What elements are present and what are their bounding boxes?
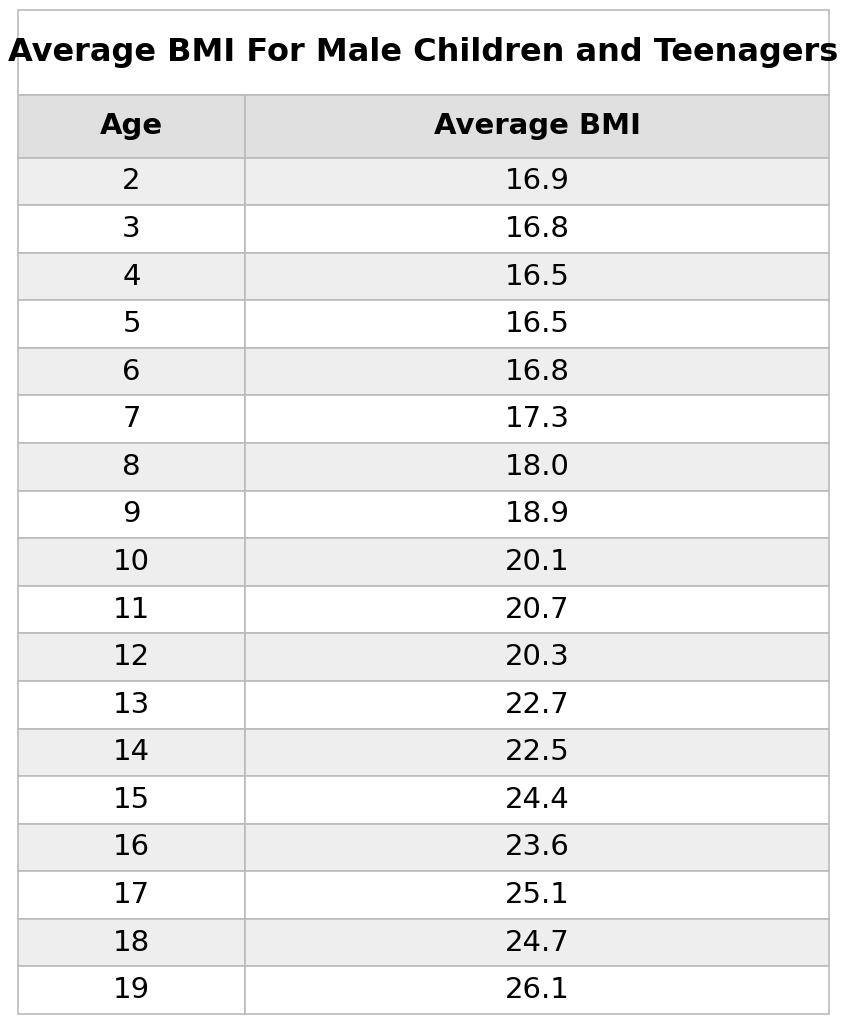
Bar — [18, 158, 245, 205]
Bar — [18, 967, 245, 1014]
Text: 22.7: 22.7 — [505, 691, 569, 719]
Text: 20.3: 20.3 — [505, 643, 569, 671]
Bar — [245, 490, 829, 539]
Text: 19: 19 — [113, 976, 150, 1005]
Bar — [245, 681, 829, 728]
Bar — [245, 253, 829, 300]
Bar — [18, 205, 245, 253]
Text: 16.5: 16.5 — [505, 262, 569, 291]
Text: 15: 15 — [113, 785, 150, 814]
Text: 17: 17 — [113, 881, 150, 909]
Text: 16: 16 — [113, 834, 150, 861]
Text: 11: 11 — [113, 596, 150, 624]
Text: 25.1: 25.1 — [505, 881, 569, 909]
Bar — [18, 348, 245, 395]
Bar — [18, 728, 245, 776]
Text: 18: 18 — [113, 929, 150, 956]
Bar — [245, 539, 829, 586]
Bar — [18, 919, 245, 967]
Text: Average BMI For Male Children and Teenagers: Average BMI For Male Children and Teenag… — [8, 37, 839, 69]
Bar — [18, 95, 245, 158]
Text: 7: 7 — [122, 406, 141, 433]
Text: 3: 3 — [122, 215, 141, 243]
Bar — [245, 395, 829, 443]
Text: 10: 10 — [113, 548, 150, 577]
Text: 5: 5 — [122, 310, 141, 338]
Bar — [245, 871, 829, 919]
Bar — [18, 539, 245, 586]
Bar — [18, 871, 245, 919]
Text: 16.5: 16.5 — [505, 310, 569, 338]
Text: 13: 13 — [113, 691, 150, 719]
Text: Average BMI: Average BMI — [434, 113, 640, 140]
Bar — [245, 586, 829, 634]
Bar — [245, 300, 829, 348]
Bar — [18, 634, 245, 681]
Text: 18.0: 18.0 — [505, 453, 569, 481]
Bar — [18, 586, 245, 634]
Text: 22.5: 22.5 — [505, 738, 569, 766]
Bar — [18, 776, 245, 823]
Text: 24.7: 24.7 — [505, 929, 569, 956]
Bar — [18, 823, 245, 871]
Bar — [245, 919, 829, 967]
Bar — [18, 443, 245, 490]
Bar — [245, 776, 829, 823]
Text: 6: 6 — [122, 357, 141, 386]
Text: 9: 9 — [122, 501, 141, 528]
Text: 16.8: 16.8 — [505, 357, 569, 386]
Text: 18.9: 18.9 — [505, 501, 569, 528]
Bar — [245, 443, 829, 490]
Text: 16.8: 16.8 — [505, 215, 569, 243]
Bar — [245, 205, 829, 253]
Text: 23.6: 23.6 — [505, 834, 569, 861]
Text: 12: 12 — [113, 643, 150, 671]
Bar — [245, 158, 829, 205]
Text: 20.1: 20.1 — [505, 548, 569, 577]
Text: 14: 14 — [113, 738, 150, 766]
Bar — [18, 10, 829, 95]
Text: 26.1: 26.1 — [505, 976, 569, 1005]
Bar — [245, 634, 829, 681]
Bar — [245, 967, 829, 1014]
Bar — [18, 395, 245, 443]
Bar — [18, 681, 245, 728]
Text: 16.9: 16.9 — [505, 167, 569, 196]
Text: Age: Age — [100, 113, 163, 140]
Text: 17.3: 17.3 — [505, 406, 569, 433]
Text: 24.4: 24.4 — [505, 785, 569, 814]
Text: 2: 2 — [122, 167, 141, 196]
Bar — [245, 823, 829, 871]
Bar — [245, 728, 829, 776]
Text: 20.7: 20.7 — [505, 596, 569, 624]
Bar — [18, 300, 245, 348]
Bar — [18, 253, 245, 300]
Bar — [245, 95, 829, 158]
Bar — [18, 490, 245, 539]
Text: 8: 8 — [122, 453, 141, 481]
Bar — [245, 348, 829, 395]
Text: 4: 4 — [122, 262, 141, 291]
